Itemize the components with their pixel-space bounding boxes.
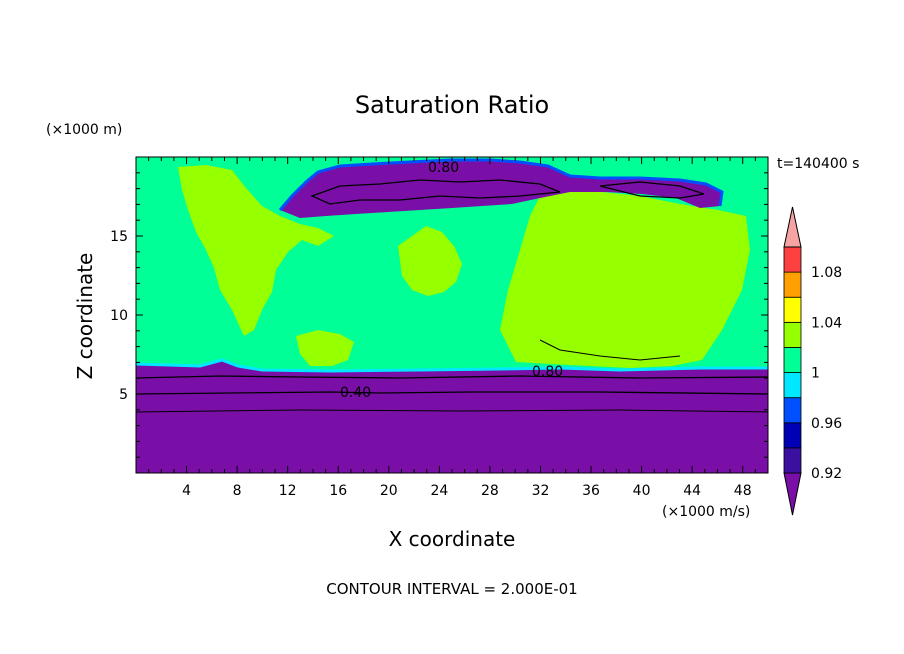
contour-line (136, 409, 768, 413)
x-tick-label: 20 (380, 483, 398, 499)
contour-line (310, 179, 561, 205)
x-axis-label: X coordinate (389, 527, 516, 551)
x-tick-label: 36 (582, 483, 600, 499)
colorbar-segment (783, 422, 802, 449)
contour-line (539, 339, 681, 361)
colorbar: 0.92 0.96 1 1.04 1.08 (783, 206, 842, 516)
x-tick-label: 48 (734, 483, 752, 499)
contour-interval-note: CONTOUR INTERVAL = 2.000E-01 (326, 580, 577, 598)
colorbar-label: 1.08 (811, 265, 842, 281)
x-tick-label: 8 (233, 483, 242, 499)
field-region-saturated-left (178, 165, 334, 336)
x-tick-label: 24 (430, 483, 448, 499)
y-axis: 5 10 15 (110, 172, 768, 458)
field-region-saturated-center (398, 226, 462, 296)
colorbar-label: 1.04 (811, 315, 842, 331)
x-unit-label: (×1000 m/s) (662, 504, 750, 520)
chart-title: Saturation Ratio (355, 91, 549, 119)
colorbar-label: 0.96 (811, 416, 842, 432)
contour-label: 0.80 (532, 364, 563, 380)
colorbar-segment (783, 372, 802, 399)
x-tick-label: 40 (633, 483, 651, 499)
x-tick-label: 28 (481, 483, 499, 499)
colorbar-segment (783, 271, 802, 298)
field-region-saturated-right (500, 190, 750, 368)
contour-label: 0.40 (340, 385, 371, 401)
y-axis-label: Z coordinate (73, 253, 97, 380)
x-tick-label: 16 (329, 483, 347, 499)
time-label: t=140400 s (777, 156, 859, 172)
field-region-lower-edge (136, 358, 768, 373)
plot-area (136, 157, 768, 473)
contour-line (136, 375, 768, 379)
colorbar-segment (783, 397, 802, 424)
colorbar-segment (783, 321, 802, 348)
colorbar-label: 1 (811, 366, 820, 382)
y-tick-label: 5 (119, 387, 128, 403)
x-tick-label: 32 (532, 483, 550, 499)
field-region-lower-dry (136, 360, 768, 473)
colorbar-under-triangle (783, 472, 802, 516)
y-tick-label: 15 (110, 229, 128, 245)
colorbar-over-triangle (783, 206, 802, 248)
field-region-saturated-midleft (296, 330, 354, 366)
field-region-upper-dry-edge (278, 158, 724, 211)
x-axis: 4 8 12 16 20 24 28 32 36 40 44 48 (148, 157, 756, 499)
colorbar-label: 0.92 (811, 466, 842, 482)
field-region-upper-dry (280, 160, 722, 218)
x-tick-label: 12 (279, 483, 297, 499)
x-tick-label: 44 (683, 483, 701, 499)
x-tick-label: 4 (182, 483, 191, 499)
contour-line (136, 391, 768, 395)
colorbar-segment (783, 447, 802, 474)
contour-line (599, 181, 705, 199)
colorbar-segment (783, 347, 802, 373)
colorbar-segment (783, 246, 802, 273)
colorbar-segment (783, 296, 802, 323)
y-unit-label: (×1000 m) (46, 122, 122, 138)
contour-label: 0.80 (428, 160, 459, 176)
y-tick-label: 10 (110, 308, 128, 324)
